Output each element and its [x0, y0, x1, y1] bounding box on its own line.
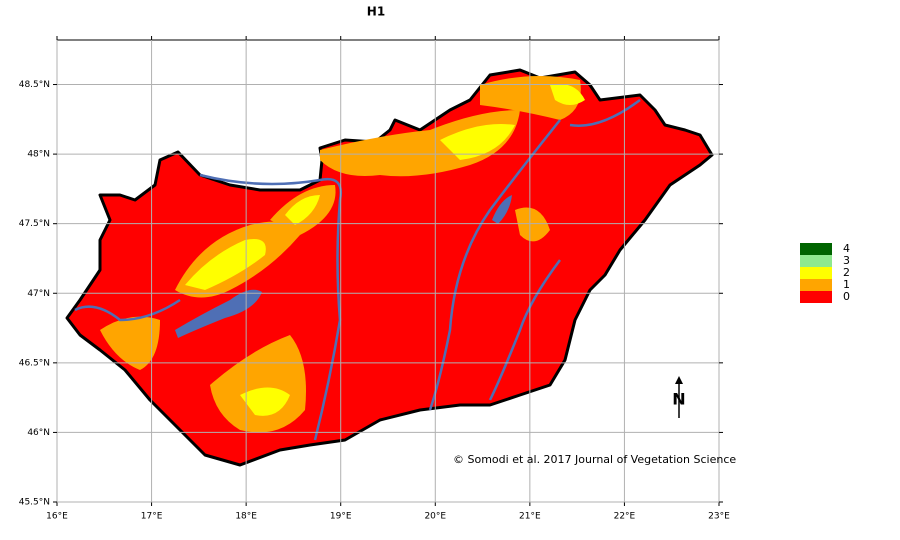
y-tick-label: 47°N	[27, 289, 50, 299]
river	[569, 98, 641, 127]
patch	[210, 335, 306, 433]
country-area	[65, 68, 714, 467]
x-tick-label: 22°E	[614, 512, 636, 522]
legend-label: 4	[843, 242, 850, 255]
y-tick-label: 48.5°N	[19, 80, 50, 90]
x-tick-label: 19°E	[330, 512, 352, 522]
x-tick-label: 21°E	[519, 512, 541, 522]
legend-label: 0	[843, 290, 850, 303]
country-map	[65, 68, 714, 467]
x-tick-label: 17°E	[141, 512, 163, 522]
legend-label: 1	[843, 278, 850, 291]
river	[488, 259, 562, 401]
x-tick-label: 20°E	[424, 512, 446, 522]
y-tick-label: 45.5°N	[19, 498, 50, 508]
x-tick-label: 18°E	[235, 512, 257, 522]
patch	[440, 124, 515, 160]
river	[428, 119, 561, 411]
legend-swatch	[800, 243, 832, 255]
y-tick-label: 46°N	[27, 428, 50, 438]
patch	[185, 239, 266, 290]
legend-swatch	[800, 279, 832, 291]
lake	[175, 289, 262, 338]
legend-label: 2	[843, 266, 850, 279]
legend-swatch	[800, 255, 832, 267]
river	[199, 173, 343, 441]
patch	[550, 84, 585, 105]
river	[74, 298, 181, 322]
legend-swatch	[800, 291, 832, 303]
patch	[320, 110, 520, 177]
north-label: N	[672, 390, 685, 409]
legend-swatch	[800, 267, 832, 279]
y-tick-label: 48°N	[27, 150, 50, 160]
patch	[285, 195, 320, 225]
patch	[515, 207, 550, 242]
lake	[492, 195, 512, 224]
north-arrow: N	[672, 376, 686, 418]
x-tick-label: 23°E	[708, 512, 730, 522]
x-tick-label: 16°E	[46, 512, 68, 522]
suitability-patches	[100, 76, 585, 433]
credit: © Somodi et al. 2017 Journal of Vegetati…	[453, 453, 736, 466]
graticule: 16°E 17°E 18°E 19°E 20°E 21°E 22°E 23°E 45.5°N 46…	[19, 36, 730, 522]
patch	[100, 316, 160, 370]
legend-label: 3	[843, 254, 850, 267]
y-tick-label: 47.5°N	[19, 219, 50, 229]
north-arrow-head	[675, 376, 683, 384]
y-tick-label: 46.5°N	[19, 358, 50, 368]
rivers	[74, 98, 641, 441]
patch	[240, 387, 290, 416]
map-title: H1	[367, 5, 385, 19]
